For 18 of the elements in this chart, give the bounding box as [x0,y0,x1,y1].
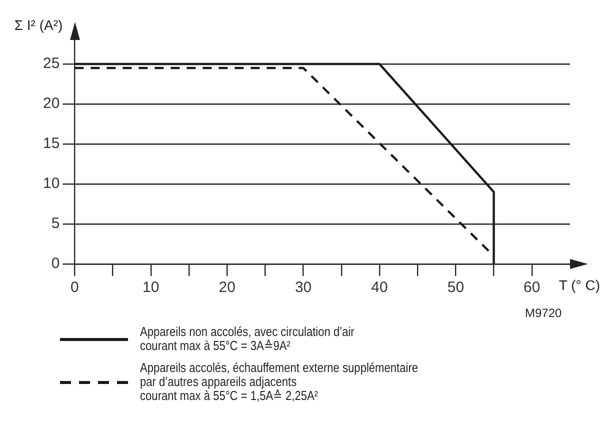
x-tick-label: 50 [447,279,464,296]
y-tick-label: 5 [51,215,60,232]
y-tick-label: 0 [51,255,60,272]
x-tick-label: 30 [294,279,312,296]
x-axis-title: T (° C) [558,277,600,293]
y-tick-label: 10 [42,175,60,192]
y-tick-label: 25 [42,55,60,72]
y-tick-label: 15 [42,135,60,152]
y-axis-title: Σ I² (A²) [14,17,63,33]
x-tick-label: 0 [70,279,79,296]
x-tick-label: 40 [371,279,388,296]
legend-label: Appareils accolés, échauffement externe supplémentaire par d’autres appareils adjacents courant max à 55°C = 1,5A≙ 2,25A² [140,360,418,403]
y-tick-label: 20 [42,95,60,112]
x-tick-label: 10 [142,279,160,296]
text: M9720 [525,306,562,320]
legend-label: Appareils non accolés, avec circulation d’air courant max à 55°C = 3A≙9A² [140,324,354,353]
x-tick-label: 60 [524,279,540,296]
x-tick-label: 20 [218,279,236,296]
